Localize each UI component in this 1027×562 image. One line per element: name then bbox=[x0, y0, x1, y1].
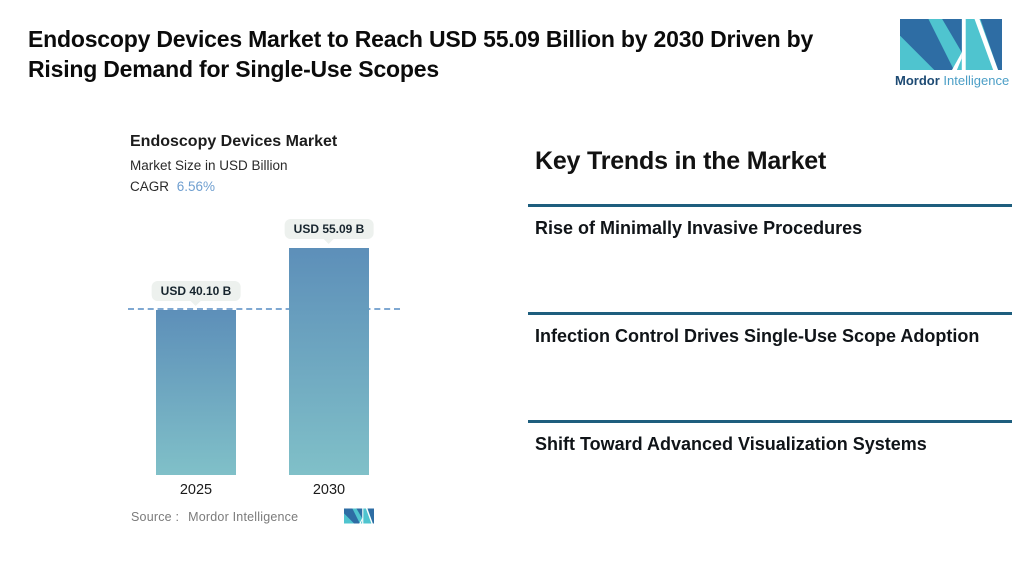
chart-source: Source : Mordor Intelligence bbox=[131, 510, 298, 524]
bar-2030-value-label: USD 55.09 B bbox=[284, 219, 374, 239]
trends-heading: Key Trends in the Market bbox=[535, 147, 827, 175]
chart-title: Endoscopy Devices Market bbox=[130, 133, 338, 150]
chart-cagr: CAGR 6.56% bbox=[130, 179, 215, 194]
x-axis-label-2025: 2025 bbox=[179, 482, 213, 498]
mordor-intelligence-logo-icon bbox=[895, 19, 1007, 70]
trend-label: Infection Control Drives Single-Use Scop… bbox=[535, 326, 980, 346]
chart-subtitle: Market Size in USD Billion bbox=[130, 158, 288, 173]
plot-area: USD 40.10 B USD 55.09 B 2025 2030 bbox=[128, 219, 400, 498]
bar-2025: USD 40.10 B bbox=[151, 281, 241, 475]
trend-item-visualization-systems: Shift Toward Advanced Visualization Syst… bbox=[528, 420, 1012, 457]
brand-name-light: Intelligence bbox=[943, 73, 1010, 88]
baseline-dashed-line bbox=[128, 308, 400, 310]
trend-item-infection-control: Infection Control Drives Single-Use Scop… bbox=[528, 312, 1012, 349]
brand-logo: Mordor Intelligence bbox=[895, 19, 1010, 88]
trend-label: Shift Toward Advanced Visualization Syst… bbox=[535, 434, 927, 454]
x-axis-label-2030: 2030 bbox=[312, 482, 346, 498]
page-title: Endoscopy Devices Market to Reach USD 55… bbox=[28, 26, 814, 82]
source-value: Mordor Intelligence bbox=[188, 510, 299, 524]
brand-name-bold: Mordor bbox=[895, 73, 940, 88]
bar-2025-value-label: USD 40.10 B bbox=[151, 281, 241, 301]
trend-item-minimally-invasive: Rise of Minimally Invasive Procedures bbox=[528, 204, 1012, 241]
cagr-label: CAGR bbox=[130, 179, 170, 194]
bar-2030: USD 55.09 B bbox=[284, 219, 374, 475]
cagr-value: 6.56% bbox=[176, 179, 216, 194]
brand-wordmark: Mordor Intelligence bbox=[895, 73, 1010, 88]
trend-label: Rise of Minimally Invasive Procedures bbox=[535, 218, 863, 238]
source-label: Source : bbox=[131, 510, 180, 524]
mordor-intelligence-mini-logo-icon bbox=[344, 508, 374, 529]
